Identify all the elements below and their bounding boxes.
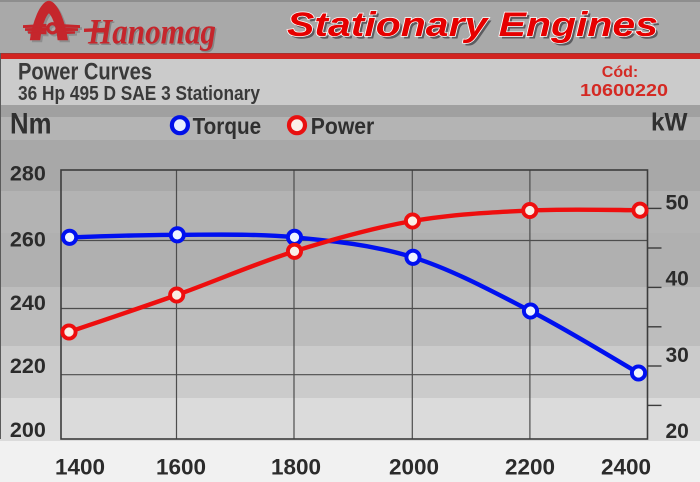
svg-text:1800: 1800	[271, 455, 321, 480]
svg-text:Hanomag: Hanomag	[89, 13, 218, 53]
svg-text:Power: Power	[311, 113, 375, 139]
svg-text:Stationary Engines: Stationary Engines	[287, 6, 658, 44]
svg-text:Torque: Torque	[193, 113, 262, 139]
svg-text:10600220: 10600220	[580, 80, 668, 100]
svg-text:2000: 2000	[389, 455, 439, 480]
svg-text:2400: 2400	[601, 455, 651, 480]
svg-text:220: 220	[10, 354, 46, 378]
svg-text:Stationary Engines: Stationary Engines	[290, 9, 661, 47]
svg-text:280: 280	[10, 162, 46, 186]
svg-text:30: 30	[666, 344, 689, 367]
svg-text:36 Hp 495 D SAE 3 Stationary: 36 Hp 495 D SAE 3 Stationary	[18, 82, 260, 105]
svg-text:Cód:: Cód:	[602, 64, 638, 81]
svg-text:kW: kW	[651, 109, 688, 137]
svg-text:200: 200	[10, 418, 46, 442]
svg-text:1600: 1600	[156, 455, 206, 480]
svg-text:1400: 1400	[55, 455, 105, 480]
svg-text:20: 20	[666, 420, 689, 443]
svg-text:240: 240	[10, 291, 46, 315]
svg-text:40: 40	[666, 268, 689, 291]
svg-text:2200: 2200	[505, 455, 555, 480]
svg-text:260: 260	[10, 227, 46, 251]
svg-text:Nm: Nm	[10, 108, 52, 141]
svg-text:Hanomag: Hanomag	[87, 12, 216, 52]
svg-text:Power Curves: Power Curves	[18, 59, 152, 86]
svg-text:50: 50	[666, 192, 689, 215]
